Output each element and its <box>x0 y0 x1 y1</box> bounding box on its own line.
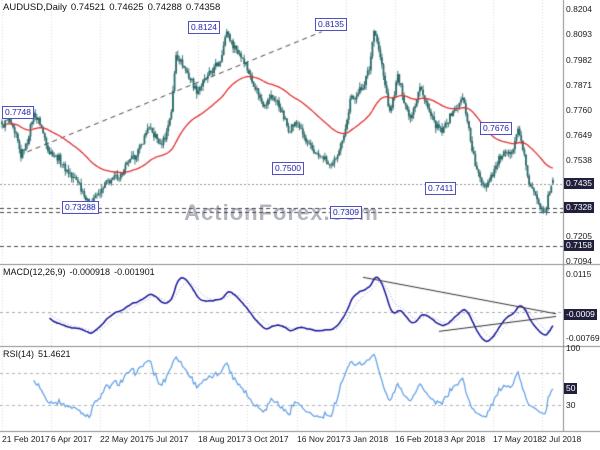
price-axis-tick: 0.7649 <box>566 130 592 141</box>
price-axis-tick: 0.8204 <box>566 4 592 15</box>
level-label: 0.7309 <box>330 205 362 219</box>
ohlc-open: 0.74521 <box>70 2 106 13</box>
rsi-label: RSI(14) 51.4621 <box>3 349 75 359</box>
symbol-label: AUDUSD,Daily <box>3 2 67 13</box>
date-label: 3 Jan 2018 <box>346 434 389 444</box>
level-label: 0.73288 <box>62 201 99 215</box>
rsi-axis-current-badge: 50 <box>564 383 578 394</box>
date-label: 6 Apr 2017 <box>51 434 93 444</box>
level-label: 0.7676 <box>480 122 512 136</box>
price-axis-tick: 0.7871 <box>566 79 592 90</box>
date-label: 3 Oct 2017 <box>247 434 289 444</box>
level-label: 0.7500 <box>272 162 304 176</box>
macd-axis-current-badge: -0.0009 <box>564 309 597 321</box>
chart-title: AUDUSD,Daily 0.74521 0.74625 0.74288 0.74358 <box>3 2 224 13</box>
level-label: 0.7411 <box>425 182 457 196</box>
date-label: 21 Feb 2017 <box>2 434 50 444</box>
price-axis-tick: 0.7205 <box>566 230 592 241</box>
rsi-name: RSI(14) <box>3 349 35 359</box>
price-axis-level-badge: 0.7158 <box>564 240 594 252</box>
rsi-axis-tick: 30 <box>566 400 576 411</box>
date-label: 16 Feb 2018 <box>395 434 443 444</box>
macd-axis-tick: 0.0115 <box>566 269 592 280</box>
price-axis-tick: 0.7982 <box>566 54 592 65</box>
price-axis-tick: 0.7538 <box>566 155 592 166</box>
macd-label: MACD(12,26,9) -0.000918 -0.001901 <box>3 267 159 277</box>
date-label: 2 Jul 2018 <box>542 434 582 444</box>
ohlc-close: 0.74358 <box>185 2 221 13</box>
date-label: 22 May 2017 <box>100 434 150 444</box>
date-label: 16 Nov 2017 <box>297 434 346 444</box>
ohlc-low: 0.74288 <box>147 2 182 13</box>
price-axis-tick: 0.8093 <box>566 29 592 40</box>
date-label: 5 Jul 2017 <box>149 434 189 444</box>
macd-value: -0.000918 <box>69 267 111 277</box>
macd-name: MACD(12,26,9) <box>3 267 66 277</box>
date-label: 17 May 2018 <box>493 434 543 444</box>
rsi-axis-tick: 100 <box>566 343 581 353</box>
rsi-value: 51.4621 <box>38 349 71 359</box>
date-label: 18 Aug 2017 <box>198 434 246 444</box>
price-axis-level-badge: 0.7328 <box>564 201 594 213</box>
macd-signal-value: -0.001901 <box>114 267 155 277</box>
macd-axis-tick: -0.00769 <box>566 332 600 343</box>
price-axis-tick: 0.7760 <box>566 104 592 115</box>
price-axis-level-badge: 0.7435 <box>564 177 594 189</box>
date-label: 3 Apr 2018 <box>444 434 486 444</box>
level-label: 0.7748 <box>2 106 34 120</box>
level-label: 0.8124 <box>188 20 220 34</box>
level-label: 0.8135 <box>315 18 347 32</box>
price-axis-tick: 0.7094 <box>566 255 592 266</box>
ohlc-high: 0.74625 <box>109 2 144 13</box>
